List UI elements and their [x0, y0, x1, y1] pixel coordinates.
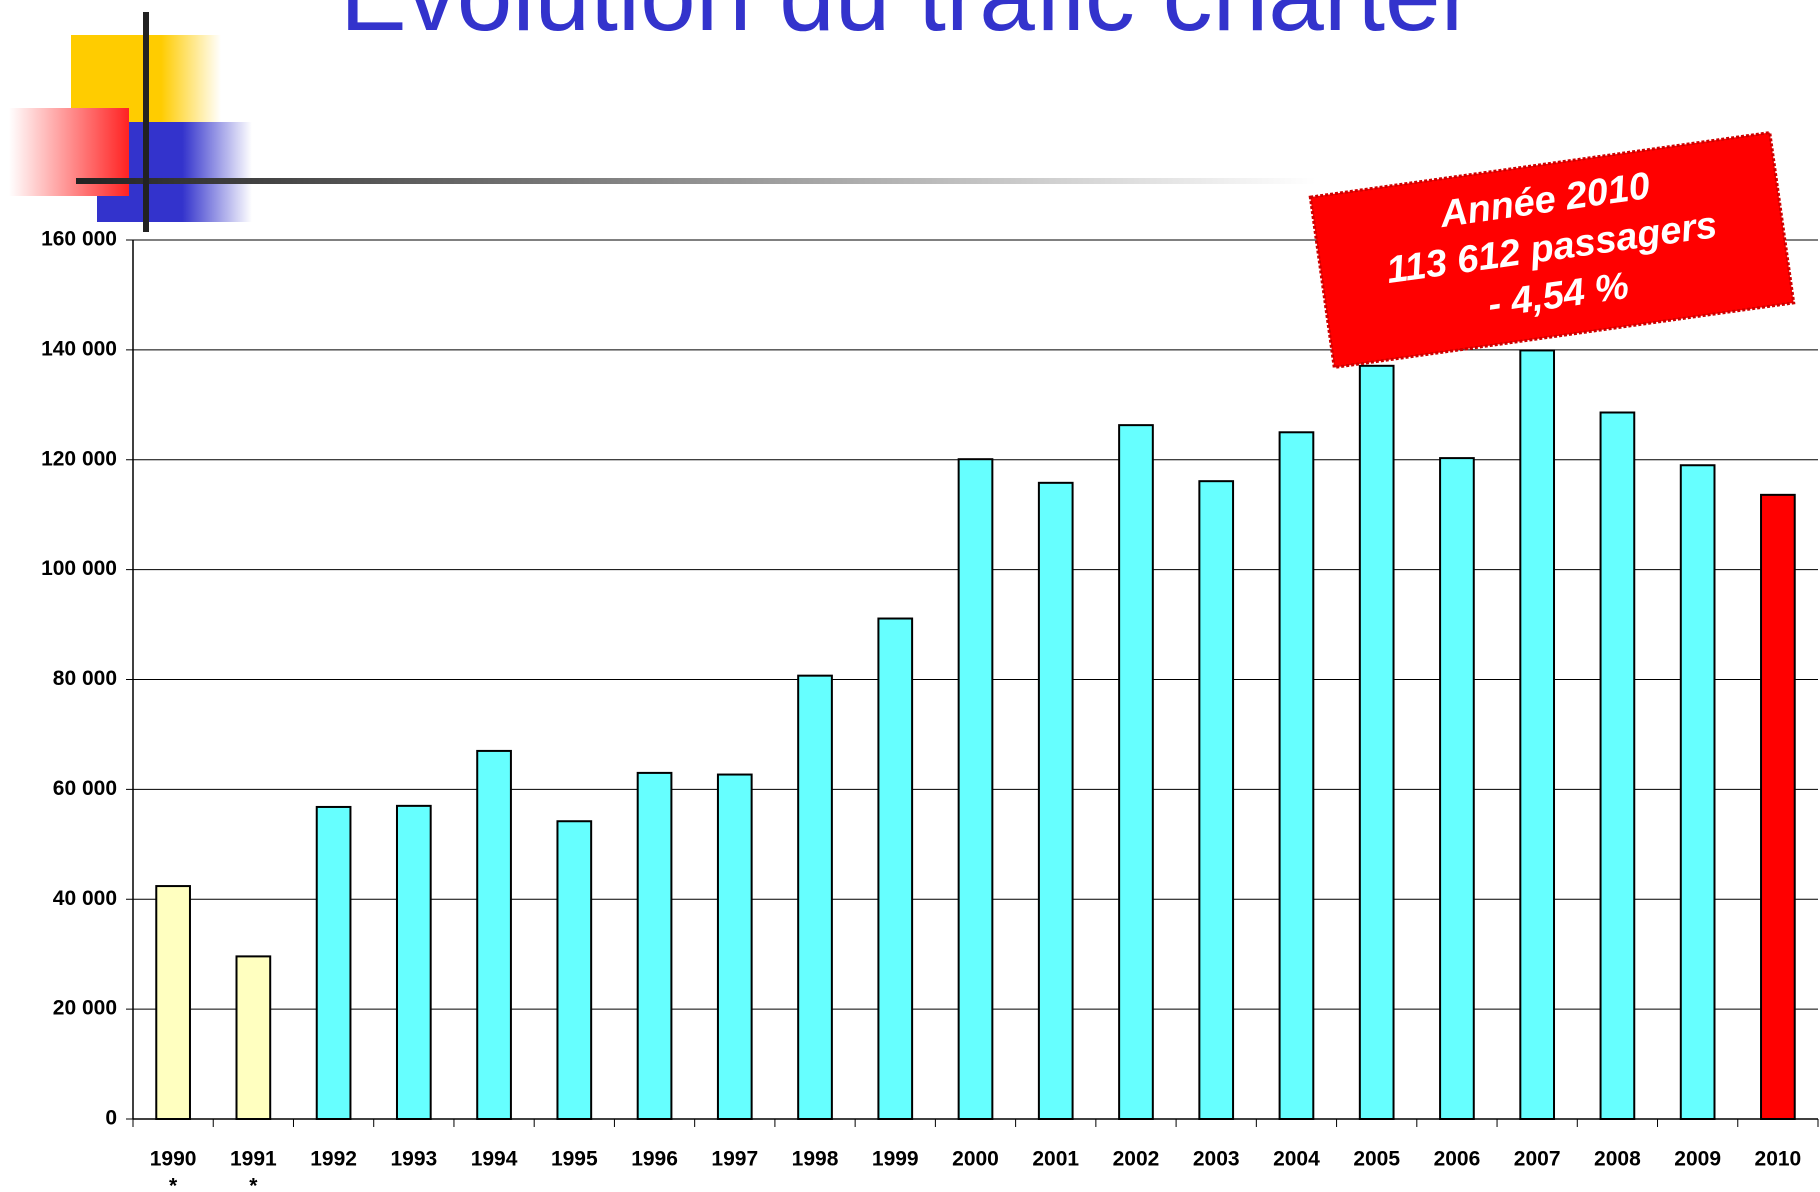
- x-tick-label: 2006: [1434, 1148, 1481, 1171]
- y-tick-label: 60 000: [53, 777, 117, 800]
- bar: [1198, 480, 1235, 1121]
- bar: [556, 820, 593, 1121]
- y-tick-label: 20 000: [53, 997, 117, 1020]
- x-tick-label: 1994: [471, 1148, 518, 1171]
- y-tick-label: 120 000: [41, 447, 117, 470]
- logo: [9, 12, 1316, 232]
- bar: [1599, 411, 1636, 1121]
- x-tick-label: 2007: [1514, 1148, 1561, 1171]
- bar: [476, 749, 512, 1120]
- x-tick-note: *: [169, 1175, 178, 1192]
- x-tick-label: 1996: [631, 1148, 678, 1171]
- x-tick-label: 2001: [1032, 1148, 1079, 1171]
- x-tick-label: 1992: [310, 1148, 357, 1171]
- y-tick-label: 0: [105, 1107, 117, 1130]
- bar: [1519, 349, 1556, 1120]
- y-tick-label: 40 000: [53, 887, 117, 910]
- x-tick-label: 1999: [872, 1148, 919, 1171]
- bar: [315, 805, 352, 1121]
- x-tick-label: 1998: [792, 1148, 839, 1171]
- chart-title: Evolution du trafic charter: [340, 0, 1474, 52]
- y-tick-label: 160 000: [41, 228, 117, 251]
- bar: [1679, 464, 1716, 1120]
- x-tick-label: 1990: [150, 1148, 197, 1171]
- bar: [1278, 431, 1315, 1120]
- bar: [797, 674, 833, 1120]
- x-tick-label: 1995: [551, 1148, 598, 1171]
- y-tick-label: 100 000: [41, 557, 117, 580]
- x-tick-note: *: [249, 1175, 258, 1192]
- bar: [636, 771, 673, 1120]
- x-tick-label: 2002: [1113, 1148, 1160, 1171]
- bar: [877, 617, 914, 1120]
- x-tick-label: 2005: [1353, 1148, 1400, 1171]
- x-tick-label: 2010: [1755, 1148, 1802, 1171]
- x-tick-label: 2000: [952, 1148, 999, 1171]
- y-tick-label: 80 000: [53, 667, 117, 690]
- x-tick-label: 2003: [1193, 1148, 1240, 1171]
- bar: [1760, 493, 1796, 1121]
- x-tick-label: 1997: [711, 1148, 758, 1171]
- bar: [716, 773, 753, 1120]
- x-tick-label: 2004: [1273, 1148, 1320, 1171]
- bar: [155, 885, 191, 1120]
- x-tick-label: 1991: [230, 1148, 277, 1171]
- bar: [1358, 364, 1395, 1120]
- bar: [957, 458, 994, 1120]
- bar: [235, 955, 272, 1121]
- bar: [395, 804, 432, 1120]
- y-tick-label: 140 000: [41, 337, 117, 360]
- x-tick-label: 2009: [1674, 1148, 1721, 1171]
- bar: [1118, 424, 1154, 1120]
- bar: [1037, 481, 1074, 1121]
- x-tick-label: 2008: [1594, 1148, 1641, 1171]
- bar: [1439, 457, 1475, 1120]
- x-tick-label: 1993: [390, 1148, 437, 1171]
